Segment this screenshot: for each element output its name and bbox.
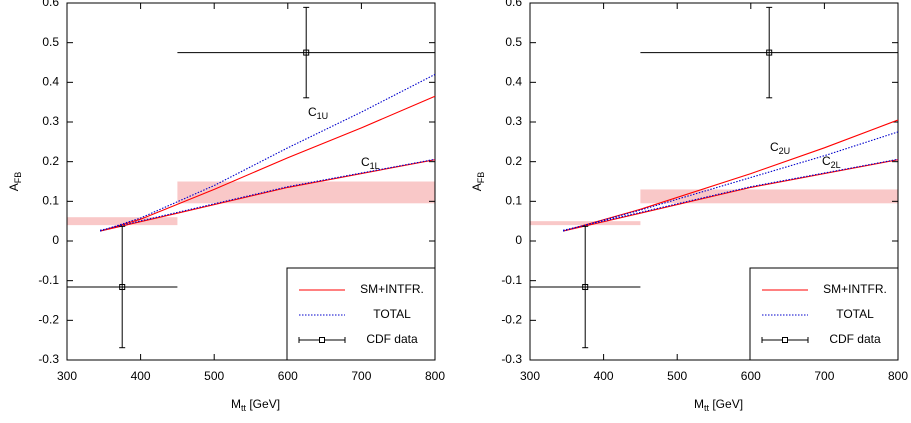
legend-label: TOTAL	[836, 307, 874, 321]
y-axis-label-main: A	[7, 183, 21, 191]
data-point	[303, 49, 310, 56]
data-point	[119, 284, 126, 291]
legend-label: SM+INTFR.	[360, 282, 424, 296]
y-tick-label: 0.4	[505, 75, 522, 89]
x-tick-label: 500	[204, 369, 224, 383]
y-axis-label-sub: FB	[476, 172, 486, 184]
x-tick-label: 400	[594, 369, 614, 383]
legend-label: CDF data	[829, 332, 881, 346]
data-point	[766, 49, 773, 56]
legend-box	[749, 267, 899, 361]
x-axis-label: Mtt [GeV]	[231, 397, 280, 413]
x-tick-label: 600	[741, 369, 761, 383]
data-band	[530, 221, 641, 226]
y-tick-label: -0.3	[501, 352, 522, 366]
y-tick-label: 0	[52, 233, 59, 247]
legend-swatch	[782, 337, 788, 343]
y-tick-label: 0.5	[42, 35, 59, 49]
y-tick-label: 0.4	[42, 75, 59, 89]
x-axis-label-sub: tt	[241, 403, 247, 413]
y-tick-label: 0.5	[505, 35, 522, 49]
data-point	[582, 284, 589, 291]
x-axis-label-rest: [GeV]	[709, 397, 743, 411]
data-band	[177, 181, 435, 204]
curve-annotation-main: C	[822, 154, 831, 168]
y-tick-label: 0.6	[505, 0, 522, 9]
curve-annotation-sub: 2U	[779, 146, 791, 156]
y-axis-label-main: A	[470, 183, 484, 191]
y-tick-label: 0	[515, 233, 522, 247]
legend-label: TOTAL	[373, 307, 411, 321]
plot-frame	[529, 2, 899, 361]
curve-annotation-main: C	[308, 105, 317, 119]
y-axis-label: AFB	[470, 172, 486, 192]
x-tick-label: 700	[351, 369, 371, 383]
curve-annotation: C1L	[361, 155, 380, 171]
x-tick-label: 400	[131, 369, 151, 383]
y-tick-label: 0.1	[505, 194, 522, 208]
legend-box	[286, 267, 436, 361]
y-tick-label: 0.1	[42, 194, 59, 208]
legend-label: SM+INTFR.	[823, 282, 887, 296]
series-line	[562, 131, 899, 232]
curve-annotation: C2L	[822, 154, 841, 170]
legend-label: CDF data	[366, 332, 418, 346]
x-axis-label-rest: [GeV]	[246, 397, 280, 411]
y-tick-label: -0.2	[38, 313, 59, 327]
x-tick-label: 500	[667, 369, 687, 383]
x-tick-label: 800	[425, 369, 445, 383]
y-tick-label: -0.3	[38, 352, 59, 366]
data-band	[67, 217, 178, 226]
y-tick-label: -0.1	[38, 273, 59, 287]
y-tick-label: 0.3	[505, 114, 522, 128]
y-tick-label: 0.2	[42, 154, 59, 168]
legend-swatch	[319, 337, 325, 343]
x-tick-label: 300	[57, 369, 77, 383]
curve-annotation-sub: 1U	[317, 111, 329, 121]
series-line	[99, 95, 436, 232]
x-tick-label: 700	[814, 369, 834, 383]
x-tick-label: 800	[888, 369, 908, 383]
y-tick-label: 0.6	[42, 0, 59, 9]
x-tick-label: 300	[520, 369, 540, 383]
plot-frame	[66, 2, 436, 361]
y-axis-label: AFB	[7, 172, 23, 192]
curve-annotation: C1U	[308, 105, 328, 121]
x-axis-label-main: M	[694, 397, 704, 411]
data-band	[640, 189, 898, 204]
curve-annotation: C2U	[770, 140, 790, 156]
y-tick-label: -0.1	[501, 273, 522, 287]
series-line	[562, 119, 899, 232]
y-tick-label: 0.2	[505, 154, 522, 168]
x-axis-label-sub: tt	[704, 403, 710, 413]
x-axis-label-main: M	[231, 397, 241, 411]
y-tick-label: -0.2	[501, 313, 522, 327]
curve-annotation-sub: 2L	[831, 160, 841, 170]
x-axis-label: Mtt [GeV]	[694, 397, 743, 413]
curve-annotation-main: C	[361, 155, 370, 169]
y-tick-label: 0.3	[42, 114, 59, 128]
y-axis-label-sub: FB	[13, 172, 23, 184]
series-line	[99, 73, 436, 232]
curve-annotation-sub: 1L	[370, 161, 380, 171]
curve-annotation-main: C	[770, 140, 779, 154]
x-tick-label: 600	[278, 369, 298, 383]
